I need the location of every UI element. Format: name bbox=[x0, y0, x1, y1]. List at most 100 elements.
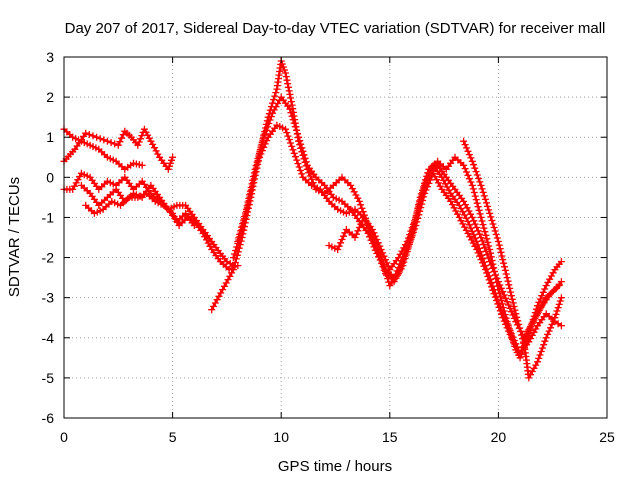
data-point-marker bbox=[373, 236, 381, 243]
data-point-marker bbox=[471, 220, 479, 228]
data-point-marker bbox=[232, 247, 240, 254]
data-point-marker bbox=[414, 205, 422, 212]
data-point-marker bbox=[353, 230, 360, 238]
data-point-marker bbox=[463, 144, 470, 152]
data-point-marker bbox=[272, 89, 280, 97]
data-point-marker bbox=[476, 178, 484, 186]
data-point-marker bbox=[255, 151, 263, 159]
data-point-marker bbox=[473, 199, 481, 207]
data-point-marker bbox=[265, 120, 273, 127]
data-point-marker bbox=[549, 317, 557, 325]
data-point-marker bbox=[481, 228, 489, 236]
series-track-5 bbox=[82, 189, 198, 229]
data-point-marker bbox=[499, 288, 507, 296]
data-point-marker bbox=[234, 238, 242, 245]
data-point-marker bbox=[140, 125, 148, 133]
data-point-marker bbox=[412, 212, 420, 220]
data-point-marker bbox=[262, 126, 270, 134]
data-point-marker bbox=[507, 330, 515, 338]
data-point-marker bbox=[553, 307, 561, 315]
data-point-marker bbox=[169, 153, 177, 161]
data-point-marker bbox=[486, 258, 494, 266]
data-point-marker bbox=[535, 354, 543, 362]
data-point-marker bbox=[518, 331, 526, 339]
data-point-marker bbox=[494, 278, 502, 286]
data-point-marker bbox=[478, 217, 486, 225]
data-point-marker bbox=[493, 293, 500, 300]
data-point-marker bbox=[467, 178, 475, 186]
data-point-marker bbox=[464, 218, 472, 225]
data-point-marker bbox=[487, 261, 495, 269]
data-point-marker bbox=[399, 254, 407, 262]
data-point-marker bbox=[475, 175, 482, 182]
data-point-marker bbox=[493, 274, 501, 282]
data-point-marker bbox=[93, 133, 101, 141]
data-point-marker bbox=[243, 202, 251, 210]
data-point-marker bbox=[284, 80, 292, 88]
data-point-marker bbox=[506, 284, 514, 292]
data-point-marker bbox=[370, 229, 378, 237]
data-point-marker bbox=[190, 222, 198, 229]
data-point-marker bbox=[290, 149, 298, 157]
plot-frame bbox=[63, 56, 608, 419]
y-tick-label: -4 bbox=[42, 330, 55, 346]
data-point-marker bbox=[298, 170, 306, 178]
data-point-marker bbox=[266, 116, 274, 124]
data-point-marker bbox=[495, 299, 503, 307]
data-point-marker bbox=[554, 304, 562, 312]
data-point-marker bbox=[486, 275, 494, 283]
data-point-marker bbox=[512, 310, 520, 318]
data-point-marker bbox=[242, 205, 250, 213]
data-point-marker bbox=[242, 209, 249, 217]
data-point-marker bbox=[506, 326, 514, 334]
data-point-marker bbox=[260, 133, 268, 141]
data-point-marker bbox=[542, 334, 550, 342]
data-point-marker bbox=[538, 292, 546, 300]
data-point-marker bbox=[103, 137, 111, 145]
data-point-marker bbox=[411, 215, 419, 223]
data-point-marker bbox=[496, 245, 504, 253]
data-point-marker bbox=[334, 246, 342, 253]
data-point-marker bbox=[485, 206, 493, 214]
data-point-marker bbox=[467, 154, 475, 162]
y-tick-label: -5 bbox=[42, 370, 55, 386]
data-point-marker bbox=[503, 298, 511, 306]
data-point-marker bbox=[424, 173, 432, 181]
data-point-marker bbox=[229, 254, 237, 262]
data-point-marker bbox=[486, 246, 494, 253]
data-point-marker bbox=[119, 131, 127, 139]
data-point-marker bbox=[254, 155, 262, 163]
data-point-marker bbox=[488, 279, 496, 287]
x-tick-label: 10 bbox=[273, 429, 289, 445]
data-point-marker bbox=[416, 197, 424, 205]
data-point-marker bbox=[487, 213, 495, 221]
y-tick-label: 3 bbox=[46, 49, 54, 65]
data-point-marker bbox=[354, 227, 362, 235]
data-point-marker bbox=[540, 341, 548, 349]
data-point-marker bbox=[539, 344, 546, 352]
data-point-marker bbox=[485, 272, 493, 280]
data-point-marker bbox=[241, 213, 248, 221]
data-point-marker bbox=[357, 201, 365, 209]
data-point-marker bbox=[545, 327, 553, 335]
data-point-marker bbox=[505, 301, 512, 309]
data-point-marker bbox=[555, 300, 563, 308]
data-point-marker bbox=[471, 164, 479, 172]
data-point-marker bbox=[468, 213, 476, 221]
data-point-marker bbox=[295, 133, 303, 141]
data-point-marker bbox=[501, 263, 508, 271]
data-point-marker bbox=[470, 217, 478, 225]
data-point-marker bbox=[168, 156, 175, 164]
data-point-marker bbox=[337, 239, 345, 247]
data-point-marker bbox=[404, 240, 412, 248]
data-point-marker bbox=[285, 87, 293, 95]
data-point-marker bbox=[516, 324, 524, 332]
data-point-marker bbox=[258, 140, 266, 148]
data-point-marker bbox=[229, 266, 237, 274]
data-point-marker bbox=[296, 137, 304, 145]
data-point-marker bbox=[500, 291, 508, 299]
data-point-marker bbox=[464, 171, 472, 179]
data-point-marker bbox=[409, 226, 416, 234]
data-point-marker bbox=[401, 247, 409, 255]
data-point-marker bbox=[483, 251, 491, 259]
